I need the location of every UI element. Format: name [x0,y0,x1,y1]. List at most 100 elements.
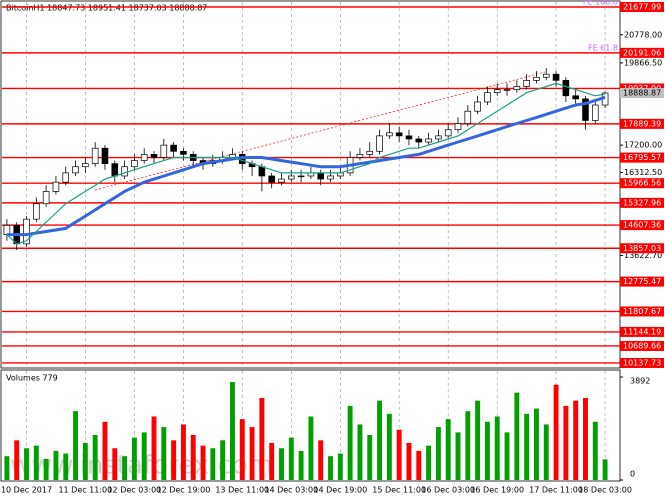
level-label-box [620,152,664,163]
candle-body [591,104,599,121]
candle-body [258,166,266,177]
volume-bar [102,421,108,480]
volume-bar [161,427,167,480]
level-label: 14607.36 [623,221,661,230]
candle-body [121,166,128,177]
volume-title: Volumes 779 [6,374,58,383]
volume-bar [33,445,39,480]
level-label-box [620,276,664,287]
volume-bar [504,432,510,480]
level-label: 10689.66 [623,341,661,350]
candle-body [160,144,168,158]
candle-body [386,132,393,137]
volume-bar [328,456,333,480]
candle-body [356,154,364,158]
y-tick-label: 3892 [630,377,650,386]
x-tick-label: 18 Dec 03:00 [578,486,632,495]
level-label: 21677.99 [623,2,661,11]
candle-body [582,98,589,121]
volume-bar [92,435,98,480]
level-label-box [620,243,664,254]
x-tick-label: 17 Dec 11:00 [529,486,583,495]
level-label: 15966.56 [623,179,661,188]
volume-bar [416,450,422,480]
x-tick-label: 12 Dec 03:00 [107,486,161,495]
volume-bar [249,427,255,480]
level-label-box [620,1,664,12]
candle-body [376,135,383,152]
candle-body [435,135,442,140]
level-label-box [620,118,664,129]
level-label-box [620,220,664,231]
volume-bar [239,419,245,480]
candle-body [572,95,579,100]
volume-bar [288,437,294,480]
candle-body [474,101,481,112]
volume-bar [220,440,226,480]
volume-bar [14,440,20,480]
x-tick-label: 13 Dec 11:00 [215,486,269,495]
level-label: 13857.03 [623,244,661,253]
price-label: 18888.87 [623,89,661,98]
fibo-label: FE 100.0 [583,0,618,6]
volume-bar [435,427,441,480]
candle-body [523,80,530,87]
price-frame [0,0,621,369]
level-label: 17889.39 [623,119,661,128]
volume-bar [426,445,432,480]
volume-bar [73,411,78,480]
candle-body [52,181,60,192]
x-tick-label: 16 Dec 19:00 [470,486,524,495]
candle-body [503,89,511,91]
volume-bar [151,416,157,480]
volume-bar [583,397,588,480]
candle-body [33,203,40,220]
trend-line [94,71,546,191]
volume-bar [534,408,539,480]
level-label: 20191.06 [623,48,661,57]
price-label-box [620,88,664,99]
y-tick-label: 16312.50 [624,168,662,177]
x-tick-label: 12 Dec 19:00 [157,486,211,495]
level-label-box [620,197,664,208]
level-label-box [620,47,664,58]
volume-frame [0,369,621,482]
y-tick-label: 0 [630,470,635,479]
candle-body [552,73,560,81]
volume-bar [112,448,118,480]
candle-body [23,218,30,245]
volume-bar [386,413,392,480]
volume-bar [377,400,382,480]
volume-bar [259,397,265,480]
moving-average [6,82,606,245]
volume-bar [543,424,549,480]
volume-bar [63,453,69,480]
x-tick-label: 11 Dec 11:00 [58,486,112,495]
candle-body [395,132,403,137]
volume-bar [553,384,559,480]
volume-bar [514,392,520,480]
candle-body [111,163,119,177]
volume-bar [24,448,29,480]
level-label-box [620,326,664,337]
volume-bar [337,453,343,480]
candle-body [444,129,452,137]
level-label-box [620,357,664,368]
volume-bar [524,413,530,480]
candle-body [101,147,109,164]
x-tick-label: 15 Dec 11:00 [372,486,426,495]
candle-body [425,138,432,143]
volume-bar [279,448,284,480]
volume-bar [357,424,363,480]
x-tick-label: 10 Dec 2017 [1,486,52,495]
volume-bar [484,421,490,480]
volume-bar [573,400,579,480]
level-label: 11144.19 [623,327,661,336]
candle-body [464,110,472,124]
candle-body [327,175,334,180]
volume-bar [4,456,10,480]
level-label: 11807.67 [623,307,661,316]
level-label: 16795.57 [623,153,661,162]
candle-body [131,160,138,168]
moving-average [6,95,606,237]
